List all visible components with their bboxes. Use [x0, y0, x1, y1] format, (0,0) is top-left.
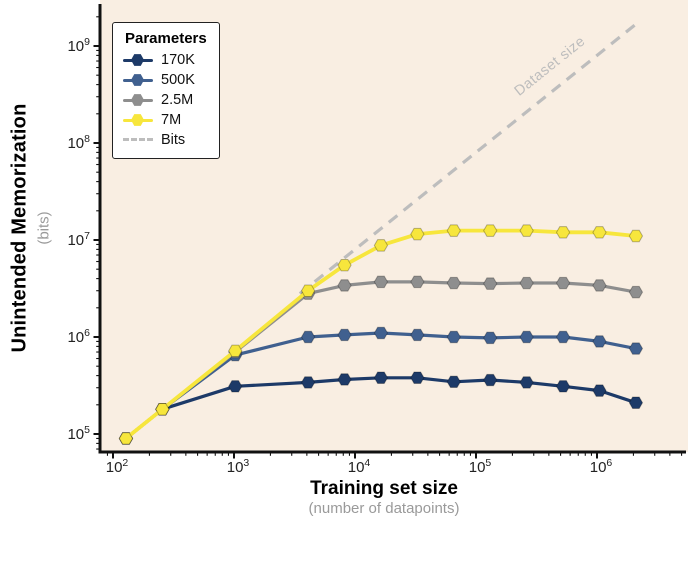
x-tick-label: 106 — [590, 457, 613, 476]
data-point-500K — [519, 330, 534, 344]
dashed-line-icon — [123, 133, 153, 147]
data-point-170K — [410, 371, 425, 384]
data-point-170K — [555, 380, 571, 393]
hexagon-marker-icon — [123, 93, 153, 107]
legend-item-170k: 170K — [123, 52, 207, 68]
x-tick-label: 102 — [106, 457, 129, 476]
data-point-7M — [592, 226, 607, 239]
data-point-500K — [373, 326, 389, 340]
x-axis-subtitle: (number of datapoints) — [308, 500, 460, 517]
data-point-7M — [446, 224, 461, 237]
hexagon-marker-icon — [123, 73, 153, 87]
data-point-500K — [410, 328, 425, 342]
data-point-7M — [118, 432, 134, 445]
data-point-170K — [300, 376, 316, 389]
y-axis-title: Unintended Memorization — [8, 103, 31, 353]
data-point-7M — [228, 344, 243, 358]
y-tick-label: 105 — [67, 424, 90, 443]
data-point-7M — [337, 258, 352, 272]
data-point-170K — [373, 371, 389, 384]
x-tick-label: 104 — [348, 457, 371, 476]
legend-item-500k: 500K — [123, 72, 207, 88]
data-point-170K — [519, 376, 534, 389]
data-point-170K — [446, 375, 461, 389]
legend-item-7m: 7M — [123, 112, 207, 128]
data-point-170K — [483, 373, 498, 387]
y-tick-label: 109 — [67, 36, 90, 55]
hexagon-marker-icon — [123, 113, 153, 127]
data-point-2.5M — [628, 285, 644, 299]
y-tick-label: 108 — [67, 133, 90, 152]
series-7M — [118, 224, 644, 445]
data-point-500K — [592, 335, 607, 348]
data-point-500K — [555, 330, 571, 344]
legend-label: 7M — [161, 112, 182, 128]
data-point-500K — [337, 328, 352, 342]
legend-title: Parameters — [125, 30, 207, 47]
x-tick-label: 103 — [227, 457, 250, 476]
data-point-2.5M — [337, 279, 352, 292]
data-point-2.5M — [373, 275, 389, 289]
y-axis-subtitle: (bits) — [35, 211, 53, 245]
legend: Parameters 170K 500K 2.5M 7M Bits — [112, 22, 220, 159]
x-tick-label: 105 — [469, 457, 492, 476]
legend-item-2.5m: 2.5M — [123, 92, 207, 108]
data-point-7M — [555, 226, 571, 239]
legend-label: 500K — [161, 72, 195, 88]
data-point-170K — [337, 373, 352, 386]
data-point-7M — [519, 224, 534, 237]
data-point-170K — [628, 396, 644, 409]
data-point-2.5M — [410, 275, 425, 289]
data-point-7M — [373, 239, 389, 252]
data-point-500K — [300, 330, 316, 344]
dataset-size-line — [298, 19, 642, 295]
data-point-2.5M — [519, 276, 534, 290]
data-point-7M — [483, 224, 498, 237]
data-point-7M — [410, 227, 425, 241]
data-point-2.5M — [555, 276, 571, 290]
legend-label: 2.5M — [161, 92, 194, 108]
data-point-7M — [628, 229, 644, 243]
data-point-2.5M — [592, 279, 607, 292]
data-point-170K — [228, 380, 243, 393]
hexagon-marker-icon — [123, 53, 153, 67]
legend-label: 170K — [161, 52, 195, 68]
data-point-7M — [155, 403, 170, 416]
data-point-500K — [446, 330, 461, 344]
data-point-170K — [592, 384, 607, 397]
y-tick-label: 106 — [67, 327, 90, 346]
data-point-7M — [300, 284, 316, 297]
legend-label: Bits — [161, 132, 186, 148]
legend-item-bits: Bits — [123, 132, 207, 148]
data-point-2.5M — [446, 276, 461, 290]
data-point-500K — [628, 342, 644, 355]
data-point-500K — [483, 331, 498, 345]
y-tick-label: 107 — [67, 230, 90, 249]
data-point-2.5M — [483, 277, 498, 290]
x-axis-title: Training set size — [310, 478, 458, 499]
